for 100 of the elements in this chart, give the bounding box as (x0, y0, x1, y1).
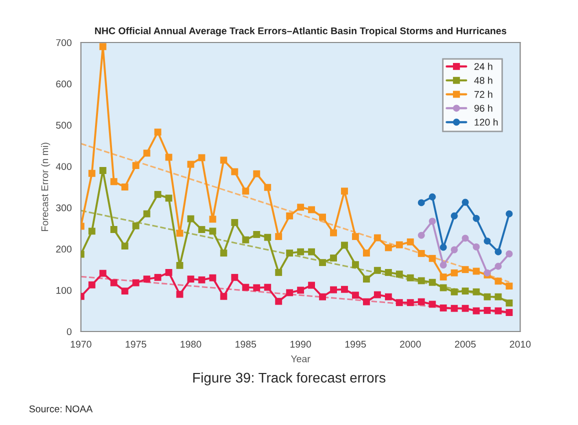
point (462, 234, 469, 242)
point (220, 156, 228, 164)
point (374, 291, 381, 298)
point (231, 274, 238, 281)
point (308, 282, 316, 289)
point (406, 299, 414, 306)
point (330, 229, 337, 236)
y-tick-label: 600 (56, 80, 72, 88)
caption: Figure 39: Track forecast errors (193, 372, 386, 386)
point (286, 289, 294, 296)
point (362, 298, 370, 306)
point (374, 266, 381, 274)
point (253, 170, 260, 178)
chart-title: NHC Official Annual Average Track Errors–Atlantic Basin Tropical Storms and Hurricanes (95, 27, 506, 36)
point (330, 286, 337, 294)
point (242, 188, 250, 195)
point (440, 262, 447, 269)
point (494, 262, 502, 270)
legend-label: 96 h (474, 104, 492, 112)
point (264, 284, 272, 291)
point (154, 274, 162, 281)
point (450, 246, 458, 254)
point (253, 231, 260, 238)
x-tick-label: 1970 (70, 340, 92, 348)
point (506, 309, 513, 316)
point (319, 214, 326, 221)
point (418, 250, 425, 257)
point (275, 298, 282, 305)
point (450, 288, 458, 296)
point (297, 286, 304, 294)
point (308, 206, 316, 214)
point (165, 268, 172, 276)
point (220, 292, 228, 300)
y-tick-label: 300 (56, 204, 72, 212)
y-tick-label: 0 (66, 328, 72, 336)
point (121, 288, 128, 295)
point (198, 276, 206, 284)
point (132, 279, 140, 286)
point (462, 198, 469, 206)
x-tick-label: 2010 (510, 340, 531, 348)
point (341, 286, 348, 293)
point (396, 241, 403, 248)
x-tick-label: 2005 (454, 340, 476, 348)
point (154, 128, 162, 136)
y-tick-label: 200 (56, 246, 72, 253)
point (187, 215, 194, 222)
point (209, 228, 216, 235)
point (352, 233, 359, 240)
x-tick-label: 1990 (290, 340, 311, 348)
point (132, 162, 140, 170)
point (418, 199, 425, 206)
point (384, 244, 392, 252)
point (406, 274, 414, 282)
point (187, 276, 194, 283)
point (396, 299, 403, 306)
point (132, 222, 140, 230)
point (198, 226, 206, 233)
y-tick-label: 100 (56, 286, 72, 294)
point (384, 268, 392, 276)
point (472, 288, 480, 296)
point (297, 248, 304, 256)
point (428, 193, 436, 200)
point (110, 178, 118, 186)
point (396, 270, 403, 278)
y-tick-label: 500 (56, 122, 72, 129)
point (121, 184, 128, 190)
point (440, 304, 447, 312)
point (428, 218, 436, 225)
point (418, 232, 425, 239)
point (374, 234, 381, 242)
point (352, 261, 359, 268)
point (275, 268, 282, 276)
point (143, 210, 150, 218)
point (242, 236, 250, 244)
point (253, 284, 260, 292)
point (472, 307, 480, 314)
point (308, 248, 316, 256)
point (187, 160, 194, 168)
point (384, 293, 392, 300)
point (198, 154, 206, 162)
point (275, 233, 282, 240)
point (450, 212, 458, 220)
point (506, 210, 513, 218)
legend-label: 48 h (474, 76, 492, 84)
point (242, 284, 250, 291)
point (472, 243, 480, 250)
point (319, 293, 326, 300)
point (154, 190, 162, 198)
legend-label: 72 h (474, 90, 492, 98)
point (143, 150, 150, 157)
point (99, 167, 106, 174)
point (362, 276, 370, 283)
source-note: Source: NOAA (29, 405, 93, 412)
point (494, 307, 502, 314)
point (440, 284, 447, 292)
point (88, 170, 96, 177)
point (297, 204, 304, 211)
point (110, 226, 118, 233)
y-tick-label: 400 (56, 163, 72, 170)
point (176, 290, 184, 298)
